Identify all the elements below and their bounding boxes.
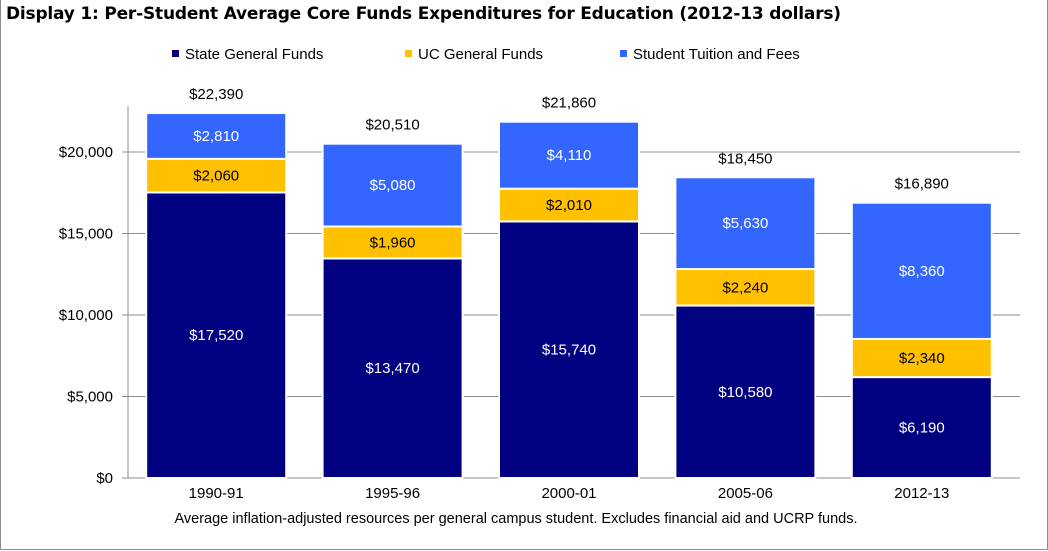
bar-segment [498,120,640,190]
legend-entry: Student Tuition and Fees [620,46,800,63]
bar-segment-label: $1,960 [370,234,416,251]
legend-swatch [620,50,627,57]
legend-label: UC General Funds [418,46,543,63]
bar-segment [145,191,288,479]
bar-segment [850,376,993,479]
bar-total-label: $21,860 [542,95,596,112]
bar-total-label: $22,390 [189,86,243,103]
data-labels: $17,520 $2,060 $2,810 $22,390 $13,470 $1,960 $… [189,86,949,437]
y-tick-label: $0 [96,470,113,487]
chart-title: Display 1: Per-Student Average Core Fund… [6,4,841,24]
x-tick-label: 2005-06 [718,485,773,502]
bar-segment-label: $5,630 [722,215,768,232]
legend-swatch [172,50,179,57]
legend-label: Student Tuition and Fees [633,46,800,63]
bar-segment-label: $5,080 [370,177,416,194]
bar-segment-label: $2,240 [722,279,768,296]
bar-total-label: $16,890 [895,176,949,193]
bar-segment-label: $17,520 [189,327,243,344]
bar-segment-label: $2,060 [193,168,239,185]
bar-segment [674,176,817,271]
x-tick-label: 1990-91 [189,485,244,502]
bar-segment-label: $4,110 [547,147,592,164]
bar-segment-label: $8,360 [899,263,945,280]
y-tick-label: $10,000 [59,307,113,324]
y-tick-label: $15,000 [59,226,113,243]
bars [145,112,993,480]
bar-segment-label: $2,010 [546,197,592,214]
bar-segment [674,268,817,307]
legend-entry: State General Funds [172,46,323,63]
bar-segment [321,225,464,260]
bar-segment-label: $6,190 [899,420,945,437]
bar-segment [145,112,288,160]
x-tick-label: 2000-01 [541,485,596,502]
legend: State General Funds UC General Funds Stude… [172,46,800,63]
bar-segment [321,257,464,479]
legend-label: State General Funds [185,46,323,63]
bar-segment [498,187,640,223]
chart-caption: Average inflation-adjusted resources per… [174,511,858,527]
x-tick-label: 2012-13 [894,485,949,502]
stacked-bar-chart: $0 $5,000 $10,000 $15,000 $20,000 1990-91 1995… [59,46,1020,502]
bar-segment-label: $10,580 [718,384,772,401]
bar-total-label: $18,450 [718,150,772,167]
bar-segment [674,304,817,479]
bar-segment-label: $15,740 [542,342,596,359]
legend-entry: UC General Funds [405,46,543,63]
bar-segment [145,157,288,194]
x-tick-label: 1995-96 [365,485,420,502]
bar-segment-label: $13,470 [365,360,419,377]
y-tick-label: $20,000 [59,144,113,161]
bar-segment [321,142,464,228]
legend-swatch [405,50,412,57]
bar-segment-label: $2,340 [899,350,945,367]
y-tick-label: $5,000 [67,389,113,406]
bar-segment-label: $2,810 [193,128,239,145]
bar-segment [850,201,993,340]
bar-total-label: $20,510 [365,117,419,134]
